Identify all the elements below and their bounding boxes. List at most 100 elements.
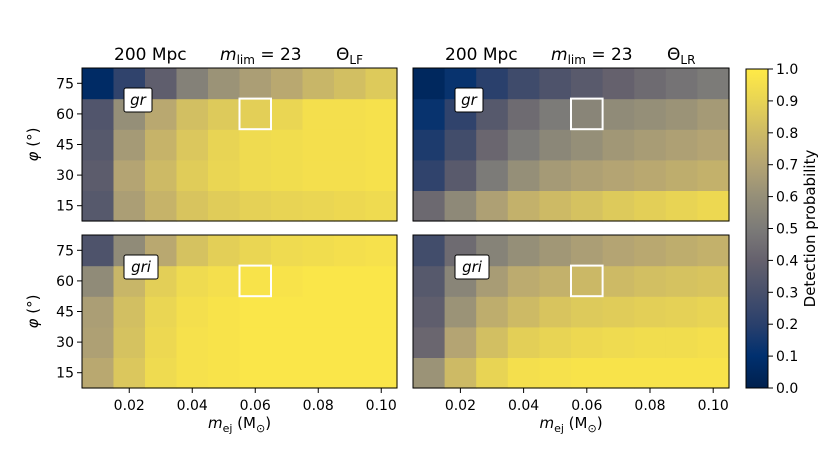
heatmap-cell: [571, 129, 604, 161]
colorbar-tick-label: 0.3: [776, 285, 798, 301]
heatmap-cell: [239, 265, 272, 297]
heatmap-cell: [571, 326, 604, 358]
x-tick-label: 0.06: [240, 398, 271, 414]
heatmap-cell: [697, 68, 730, 100]
heatmap-cell: [413, 265, 446, 297]
heatmap-cell: [334, 98, 367, 130]
panel-title-mlim: mlim = 23: [220, 45, 302, 67]
heatmap-cell: [302, 68, 335, 100]
y-tick-label: 75: [56, 243, 74, 259]
heatmap-cell: [476, 296, 509, 328]
heatmap-cell: [271, 129, 304, 161]
heatmap-cell: [176, 190, 209, 222]
heatmap-cell: [413, 326, 446, 358]
x-tick-label: 0.06: [571, 398, 602, 414]
heatmap-cell: [634, 159, 667, 191]
heatmap-panels: gr 200 Mpc mlim = 23 ΘLF 15 30 45 60 75 φ (°) gr 20…: [24, 45, 730, 435]
heatmap-cell: [539, 357, 572, 389]
x-tick-label: 0.08: [634, 398, 665, 414]
x-tick-label: 0.02: [114, 398, 145, 414]
heatmap-cell: [271, 98, 304, 130]
heatmap-cell: [113, 190, 146, 222]
heatmap-cell: [665, 68, 698, 100]
heatmap-cell: [602, 265, 635, 297]
heatmap-cell: [539, 265, 572, 297]
heatmap-cell: [697, 357, 730, 389]
heatmap-cell: [176, 357, 209, 389]
heatmap-cell: [634, 296, 667, 328]
heatmap-cell: [602, 326, 635, 358]
heatmap-cell: [413, 357, 446, 389]
heatmap-cell: [145, 326, 178, 358]
heatmap-cell: [271, 235, 304, 267]
y-axis-label: φ (°): [24, 128, 42, 162]
heatmap-cell: [697, 235, 730, 267]
axes-frame: [412, 67, 730, 222]
heatmap-cell: [239, 326, 272, 358]
heatmap-cell: [145, 190, 178, 222]
heatmap-cell: [571, 98, 604, 130]
heatmap-cell: [365, 265, 398, 297]
heatmap-cell: [602, 159, 635, 191]
panel-title-mlim: mlim = 23: [551, 45, 633, 67]
heatmap-cell: [413, 68, 446, 100]
heatmap-cell: [302, 98, 335, 130]
heatmap-cell: [539, 68, 572, 100]
heatmap-cell: [634, 98, 667, 130]
heatmap-cell: [365, 296, 398, 328]
heatmap-cell: [365, 357, 398, 389]
heatmap-cell: [271, 296, 304, 328]
heatmap-cell: [334, 357, 367, 389]
heatmap-cell: [365, 98, 398, 130]
highlight-box: [570, 264, 604, 298]
heatmap-cell: [571, 357, 604, 389]
heatmap-cell: [176, 159, 209, 191]
heatmap-cell: [665, 159, 698, 191]
heatmap-cell: [82, 98, 115, 130]
heatmap-cell: [665, 326, 698, 358]
heatmap-cell: [539, 296, 572, 328]
heatmap-cell: [413, 129, 446, 161]
heatmap-cell: [602, 98, 635, 130]
colorbar-tick-label: 0.4: [776, 253, 798, 269]
heatmap-cell: [476, 190, 509, 222]
x-tick-label: 0.04: [508, 398, 539, 414]
heatmap-cell: [697, 190, 730, 222]
heatmap-cell: [539, 326, 572, 358]
heatmap-cell: [239, 357, 272, 389]
heatmap-cell: [697, 326, 730, 358]
heatmap-cell: [365, 190, 398, 222]
heatmap-cell: [113, 326, 146, 358]
heatmap-cell: [82, 357, 115, 389]
heatmap-cell: [602, 357, 635, 389]
colorbar-tick-label: 0.0: [776, 381, 798, 397]
filter-label: gri: [462, 258, 483, 276]
heatmap-cell: [271, 326, 304, 358]
filter-label: gri: [131, 258, 152, 276]
heatmap-cell: [145, 129, 178, 161]
heatmap-cell: [507, 326, 540, 358]
heatmap-cell: [539, 235, 572, 267]
heatmap-cell: [665, 129, 698, 161]
y-tick-label: 60: [56, 274, 74, 290]
heatmap-cell: [571, 296, 604, 328]
heatmap-cell: [634, 265, 667, 297]
heatmap-cell: [413, 235, 446, 267]
heatmap-cell: [176, 98, 209, 130]
heatmap-cell: [697, 159, 730, 191]
heatmap-cell: [365, 235, 398, 267]
heatmap-cell: [82, 68, 115, 100]
heatmap-cell: [239, 159, 272, 191]
heatmap-cell: [602, 129, 635, 161]
heatmap-cell: [697, 296, 730, 328]
heatmap-cell: [176, 235, 209, 267]
heatmap-cell: [697, 129, 730, 161]
heatmap-cell: [634, 235, 667, 267]
heatmap-cell: [665, 235, 698, 267]
heatmap-cell: [634, 326, 667, 358]
heatmap-cell: [634, 68, 667, 100]
heatmap-cell: [239, 98, 272, 130]
panel-title-theta: ΘLR: [667, 45, 695, 67]
heatmap-cell: [507, 159, 540, 191]
heatmap-cell: [302, 159, 335, 191]
